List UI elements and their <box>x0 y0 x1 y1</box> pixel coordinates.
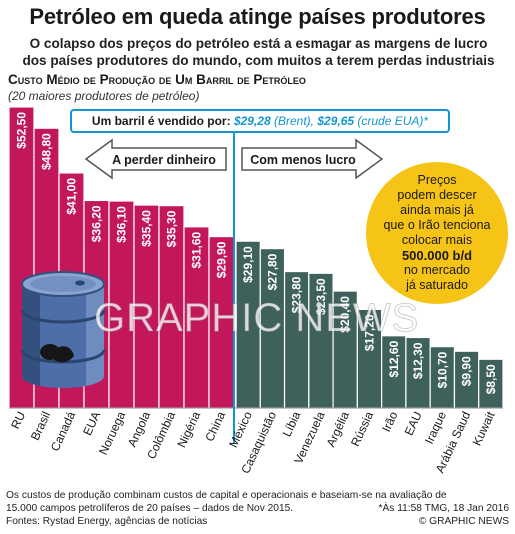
page-subtitle: O colapso dos preços do petróleo está a … <box>6 35 511 69</box>
brent-price: $29,28 <box>233 114 271 128</box>
bar-colômbia <box>158 205 185 409</box>
sources: Fontes: Rystad Energy, agências de notíc… <box>6 516 208 527</box>
loss-arrow-label: A perder dinheiro <box>112 153 216 167</box>
bar-venezuela <box>308 272 334 409</box>
chart-subtitle: (20 maiores produtores de petróleo) <box>8 89 200 103</box>
loss-arrow: A perder dinheiro <box>84 138 227 180</box>
brent-label: (Brent), <box>273 114 314 128</box>
subtitle-line-2: dos países produtores do mundo, com muit… <box>22 53 495 68</box>
profit-arrow-label: Com menos lucro <box>250 153 356 167</box>
category-label: Líbia <box>280 409 304 439</box>
category-label: Nigéria <box>174 409 203 450</box>
copyright: © GRAPHIC NEWS <box>418 516 509 527</box>
crude-label: (crude EUA)* <box>357 114 429 128</box>
bar-casaquistão <box>259 248 286 409</box>
callout-line-1: Preços <box>417 173 457 187</box>
bar-china <box>208 235 235 409</box>
callout-line-3: ainda mais já <box>400 203 474 217</box>
category-label: China <box>202 409 228 444</box>
value-label: $52,50 <box>15 112 29 149</box>
profit-arrow: Com menos lucro <box>241 138 384 180</box>
value-label: $10,70 <box>435 351 449 388</box>
category-label: Rússia <box>348 409 376 448</box>
value-label: $17,20 <box>363 314 377 351</box>
value-label: $23,80 <box>290 276 304 313</box>
price-box-label: Um barril é vendido por: <box>91 114 231 128</box>
value-label: $36,10 <box>115 206 129 243</box>
value-label: $20,40 <box>338 296 352 333</box>
value-label: $41,00 <box>65 178 79 215</box>
chart-title: Custo Médio de Produção de Um Barril de … <box>8 72 306 87</box>
value-label: $29,90 <box>215 241 229 278</box>
value-label: $9,90 <box>460 356 474 386</box>
value-label: $31,60 <box>190 232 204 269</box>
callout-line-8: já saturado <box>406 278 468 292</box>
value-label: $35,30 <box>165 210 179 247</box>
value-label: $36,20 <box>90 205 104 242</box>
category-label: Brasil <box>28 409 53 442</box>
value-label: $12,30 <box>411 342 425 379</box>
category-label: Kuwait <box>470 409 498 448</box>
callout-line-4: que o Irão tenciona <box>383 218 491 232</box>
value-label: $8,50 <box>484 364 498 394</box>
footer-line-1: Os custos de produção combinam custos de… <box>6 490 447 501</box>
category-label: RU <box>8 409 28 431</box>
timestamp-note: *Às 11:58 TMG, 18 Jan 2016 <box>378 503 509 514</box>
value-label: $29,10 <box>241 246 255 283</box>
bar-irão <box>381 335 407 409</box>
bar-nigéria <box>183 226 210 409</box>
price-box: Um barril é vendido por: $29,28 (Brent),… <box>70 109 450 133</box>
value-label: $12,60 <box>387 340 401 377</box>
callout-line-7: no mercado <box>403 263 470 277</box>
value-label: $48,80 <box>40 133 54 170</box>
category-label: EUA <box>80 409 103 437</box>
crude-price: $29,65 <box>317 114 355 128</box>
bar-eau <box>405 336 431 409</box>
page-title: Petróleo em queda atinge países produtor… <box>29 4 486 29</box>
value-label: $35,40 <box>140 210 154 247</box>
footer: Os custos de produção combinam custos de… <box>6 489 509 528</box>
value-label: $27,80 <box>265 253 279 290</box>
subtitle-line-1: O colapso dos preços do petróleo está a … <box>29 36 488 51</box>
footer-line-2: 15.000 campos petrolíferos de 20 países … <box>6 503 294 514</box>
callout-line-5: colocar mais <box>401 233 473 247</box>
category-label: EAU <box>402 409 425 437</box>
category-label: Irão <box>379 409 401 434</box>
callout-line-2: podem descer <box>397 188 477 202</box>
bar-líbia <box>283 270 310 409</box>
callout-line-6: 500.000 b/d <box>401 248 473 263</box>
value-label: $23,50 <box>314 278 328 315</box>
oil-barrel-icon <box>20 271 106 388</box>
price-warning-callout: Preços podem descer ainda mais já que o … <box>366 162 508 304</box>
